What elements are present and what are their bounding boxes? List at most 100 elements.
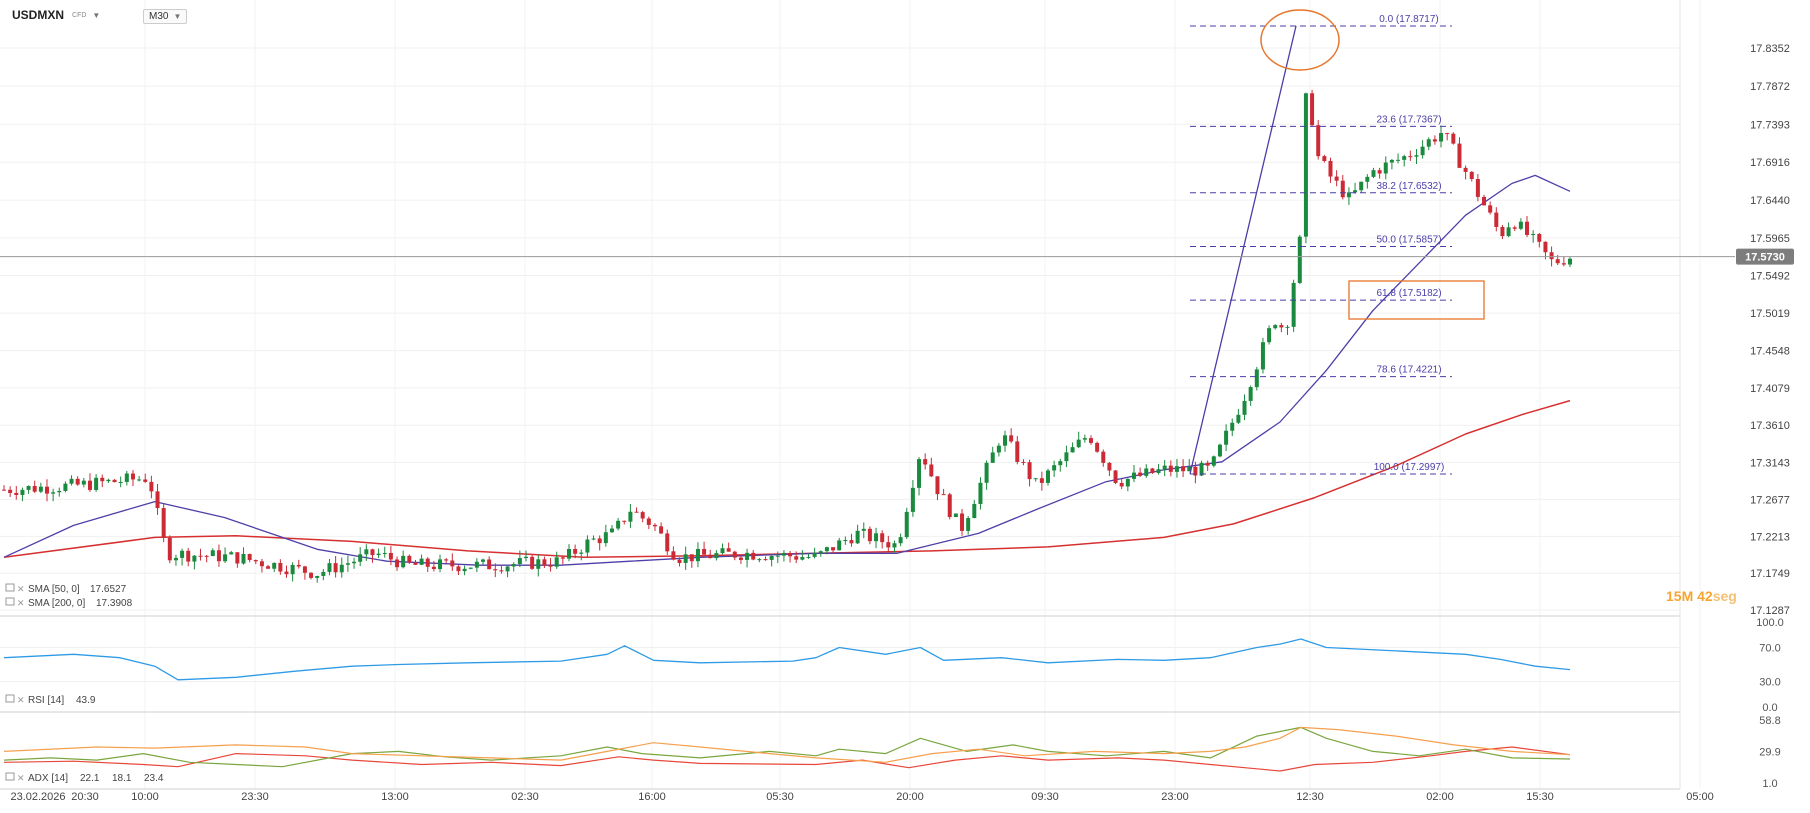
di-plus-line	[3, 726, 1571, 768]
time-axis: 23.02.2026 20:30 10:00 23:30 13:00 02:30 16:00…	[10, 791, 1713, 803]
candle-body	[284, 571, 289, 575]
candle-body	[714, 553, 719, 559]
candle-body	[591, 538, 596, 540]
candle-body	[554, 557, 559, 567]
candle-body	[1187, 466, 1192, 472]
rsi-legend-label: RSI [14]	[28, 695, 64, 706]
candle-body	[1156, 469, 1161, 473]
chevron-down-icon: ▼	[173, 12, 182, 21]
candle-body	[1310, 93, 1315, 126]
current-price-tag: 17.5730	[0, 248, 1794, 265]
candle-body	[1402, 156, 1407, 160]
candle-body	[1273, 325, 1278, 329]
candle-body	[837, 540, 842, 551]
candle-body	[180, 550, 185, 558]
rsi-tick-label: 0.0	[1762, 702, 1777, 714]
adx-line	[3, 746, 1571, 772]
candle-body	[781, 552, 786, 556]
candle-body	[683, 554, 688, 563]
legend-toggle-icon	[5, 583, 15, 592]
candle-body	[800, 557, 805, 560]
candle-body	[1334, 176, 1339, 181]
symbol-name: USDMXN	[12, 8, 65, 22]
countdown-minutes: 15	[1666, 588, 1682, 604]
candle-body	[831, 547, 836, 551]
candle-body	[481, 559, 486, 562]
timeframe-selector[interactable]: M30 ▼	[143, 9, 188, 24]
candle-body	[1224, 430, 1229, 445]
fibonacci-retracement[interactable]: 0.0 (17.8717) 23.6 (17.7367) 38.2 (17.6532…	[1189, 14, 1452, 475]
indicator-legend: ✕ SMA [50, 0] 17.6527✕ SMA [200, 0] 17.3908✕…	[5, 583, 164, 784]
candle-body	[1340, 180, 1345, 198]
time-tick-label: 20:00	[896, 791, 924, 803]
candle-body	[1371, 170, 1376, 177]
candle-body	[1033, 478, 1038, 480]
sma200-line	[3, 399, 1571, 559]
candle-body	[806, 556, 811, 558]
candle-body	[1488, 205, 1493, 213]
price-tick-label: 17.7872	[1750, 81, 1790, 93]
candle-body	[1568, 258, 1572, 265]
adx-legend-value: 22.1	[80, 773, 100, 784]
candle-body	[1181, 466, 1186, 472]
rsi-tick-label: 100.0	[1756, 617, 1784, 629]
candle-body	[1359, 181, 1364, 191]
candle-body	[1365, 176, 1370, 182]
candle-body	[1150, 468, 1155, 473]
price-tick-label: 17.1287	[1750, 605, 1790, 617]
candle-body	[812, 553, 817, 557]
candle-body	[474, 561, 479, 568]
price-tick-label: 17.6440	[1750, 195, 1790, 207]
price-tick-label: 17.4079	[1750, 383, 1790, 395]
close-icon: ✕	[17, 773, 25, 783]
close-icon: ✕	[17, 695, 25, 705]
candle-body	[1101, 451, 1106, 463]
chevron-down-icon[interactable]: ▼	[92, 10, 101, 20]
candle-body	[1125, 478, 1130, 487]
candle-body	[87, 480, 92, 490]
sma50-legend-label: SMA [50, 0]	[28, 584, 80, 595]
price-tick-label: 17.1749	[1750, 568, 1790, 580]
candle-body	[14, 492, 19, 495]
current-price-value: 17.5730	[1745, 252, 1785, 264]
price-axis: 17.8352 17.7872 17.7393 17.6916 17.6440 17.59…	[1750, 43, 1790, 617]
time-tick-label: 02:00	[1426, 791, 1454, 803]
price-tick-label: 17.2677	[1750, 494, 1790, 506]
candle-body	[444, 559, 449, 561]
candle-body	[646, 518, 651, 525]
candle-body	[1267, 328, 1272, 343]
symbol-selector[interactable]: USDMXN CFD ▼	[12, 8, 100, 22]
candle-body	[524, 556, 528, 559]
candle-body	[438, 559, 443, 570]
candle-body	[44, 486, 49, 494]
candle-body	[659, 526, 664, 534]
candle-body	[1303, 93, 1308, 237]
candle-body	[904, 511, 909, 538]
candle-body	[935, 476, 940, 495]
candle-body	[1039, 478, 1044, 483]
price-tick-label: 17.7393	[1750, 119, 1790, 131]
candle-body	[38, 486, 43, 492]
candle-body	[1046, 470, 1050, 483]
candle-body	[1555, 259, 1560, 264]
candle-body	[100, 477, 105, 482]
candle-body	[978, 482, 983, 504]
candle-body	[1003, 435, 1008, 446]
time-tick-label: 23.02.2026	[10, 791, 65, 803]
candle-body	[1168, 465, 1173, 472]
candle-body	[69, 478, 74, 484]
candle-body	[395, 559, 400, 568]
time-tick-label: 13:00	[381, 791, 409, 803]
sma200-path	[3, 399, 1571, 559]
candle-body	[1353, 190, 1358, 193]
candle-body	[1469, 171, 1474, 180]
candle-body	[745, 552, 750, 560]
candle-body	[671, 551, 676, 560]
candle-body	[1254, 369, 1259, 388]
candle-body	[456, 566, 461, 572]
candle-body	[223, 554, 228, 562]
annotations[interactable]	[1260, 9, 1485, 320]
price-tick-label: 17.3610	[1750, 420, 1790, 432]
candle-body	[634, 511, 639, 513]
